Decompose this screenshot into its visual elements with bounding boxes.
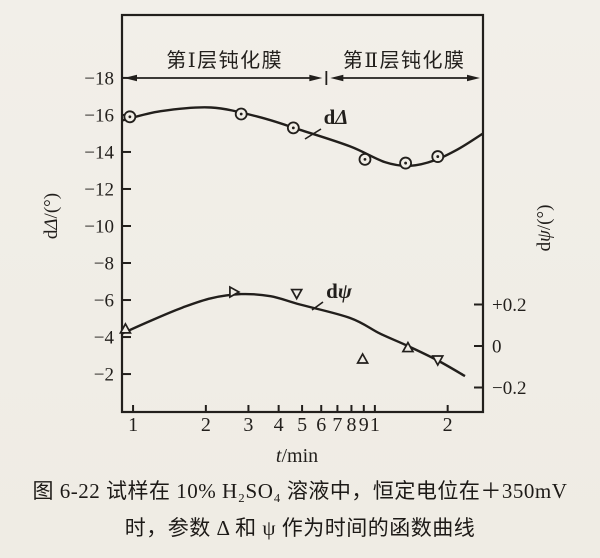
svg-text:1: 1 — [370, 414, 380, 436]
d-delta-curve — [121, 106, 484, 168]
figure-caption: 图 6-22 试样在 10% H₂SO₄ 溶液中，恒定电位在＋350mV 时，参… — [0, 473, 600, 547]
svg-text:−16: −16 — [84, 105, 114, 126]
svg-text:−8: −8 — [94, 254, 114, 275]
d-psi-curve — [121, 292, 466, 378]
svg-text:t/min: t/min — [276, 445, 318, 465]
svg-text:−6: −6 — [94, 291, 114, 312]
chart-canvas: −18 −16 −14 −12 −10 −8 −6 −4 −2 dΔ/(°) +0.2 0 −0.2 dψ… — [41, 13, 555, 467]
svg-text:1: 1 — [128, 414, 138, 436]
svg-text:0: 0 — [492, 337, 502, 358]
y-right-axis: +0.2 0 −0.2 — [474, 295, 526, 399]
svg-text:−2: −2 — [94, 365, 114, 386]
plot-border — [120, 13, 485, 414]
svg-text:−10: −10 — [84, 216, 114, 237]
d-psi-curve-label: dψ — [311, 279, 353, 311]
svg-text:−18: −18 — [84, 68, 114, 89]
svg-text:2: 2 — [201, 414, 211, 436]
caption-line-1: 图 6-22 试样在 10% H₂SO₄ 溶液中，恒定电位在＋350mV — [32, 479, 568, 503]
svg-text:+0.2: +0.2 — [492, 295, 526, 316]
svg-text:−0.2: −0.2 — [492, 378, 526, 399]
x-axis-title: t/min — [276, 445, 318, 467]
svg-text:3: 3 — [243, 414, 253, 436]
svg-text:−4: −4 — [94, 328, 115, 349]
svg-text:2: 2 — [443, 414, 453, 436]
d-delta-markers — [123, 107, 445, 170]
svg-text:8: 8 — [346, 414, 356, 436]
svg-text:dΔ: dΔ — [324, 105, 349, 129]
svg-text:9: 9 — [359, 414, 369, 436]
caption-line-2: 时，参数 Δ 和 ψ 作为时间的函数曲线 — [124, 516, 476, 540]
band-arrow-1: 第Ⅰ层钝化膜 — [124, 49, 323, 82]
chart: −18 −16 −14 −12 −10 −8 −6 −4 −2 dΔ/(°) +0.2 0 −0.2 dψ… — [41, 13, 555, 467]
svg-text:第Ⅱ层钝化膜: 第Ⅱ层钝化膜 — [343, 49, 466, 72]
svg-text:第Ⅰ层钝化膜: 第Ⅰ层钝化膜 — [166, 49, 283, 72]
d-psi-markers — [118, 285, 445, 367]
svg-text:5: 5 — [297, 414, 307, 436]
d-delta-curve-label: dΔ — [304, 105, 349, 140]
svg-text:−12: −12 — [84, 179, 114, 200]
svg-text:7: 7 — [332, 414, 342, 436]
y-left-axis-title: dΔ/(°) — [41, 193, 62, 239]
svg-text:−14: −14 — [84, 142, 114, 163]
y-left-axis: −18 −16 −14 −12 −10 −8 −6 −4 −2 — [84, 68, 131, 386]
svg-text:6: 6 — [316, 414, 326, 436]
y-right-axis-title: dψ/(°) — [534, 205, 555, 252]
svg-text:dΔ/(°): dΔ/(°) — [41, 193, 62, 239]
svg-text:dψ/(°): dψ/(°) — [534, 205, 555, 252]
svg-text:4: 4 — [274, 414, 284, 436]
svg-text:dψ: dψ — [326, 279, 353, 303]
band-arrow-2: 第Ⅱ层钝化膜 — [330, 49, 480, 82]
